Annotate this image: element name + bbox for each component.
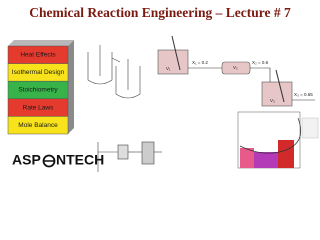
pipe	[111, 57, 121, 63]
pipe	[250, 67, 271, 82]
block-top	[8, 40, 74, 46]
reactor	[261, 81, 293, 107]
tank	[115, 66, 141, 99]
stirrer	[171, 35, 181, 71]
tank-sketch	[87, 45, 141, 99]
unit	[117, 144, 129, 160]
plot-sketch	[237, 111, 319, 169]
slide-title: Chemical Reaction Engineering – Lecture …	[29, 5, 291, 20]
area	[240, 148, 254, 168]
conversion-label: X₁ = 0.2	[192, 60, 208, 65]
conversion-label: X₂ = 0.6	[252, 60, 269, 65]
reactor-series: X₁ = 0.2 X₂ = 0.6 X₃ = 0.65 V₁ V₂ V₃	[157, 35, 315, 107]
volume-label: V₂	[233, 65, 238, 70]
block-side	[68, 40, 74, 134]
block	[7, 116, 69, 135]
block-label: Isothermal Design	[12, 69, 65, 76]
block-label: Mole Balance	[18, 122, 58, 129]
reactor	[157, 49, 189, 75]
logo-left: ASP	[12, 152, 41, 168]
volume-label: V₃	[270, 98, 275, 103]
block-label: Heat Effects	[20, 52, 56, 59]
slide: Chemical Reaction Engineering – Lecture …	[7, 5, 319, 172]
curve	[239, 117, 301, 154]
conversion-label: X₃ = 0.65	[294, 92, 313, 97]
volume-label: V₁	[166, 66, 171, 71]
block-stack: Heat Effects Isothermal Design Stoichiom…	[7, 40, 74, 135]
flow-sketch	[97, 141, 162, 172]
tank	[87, 52, 113, 85]
logo-right: NTECH	[56, 152, 104, 168]
area	[278, 140, 294, 168]
legend-box	[301, 117, 319, 139]
unit	[141, 141, 155, 165]
block-label: Stoichiometry	[18, 87, 58, 94]
block-label: Rate Laws	[23, 104, 54, 111]
stirrer	[275, 69, 285, 103]
area	[254, 152, 278, 168]
logo: ASP NTECH	[12, 152, 104, 168]
